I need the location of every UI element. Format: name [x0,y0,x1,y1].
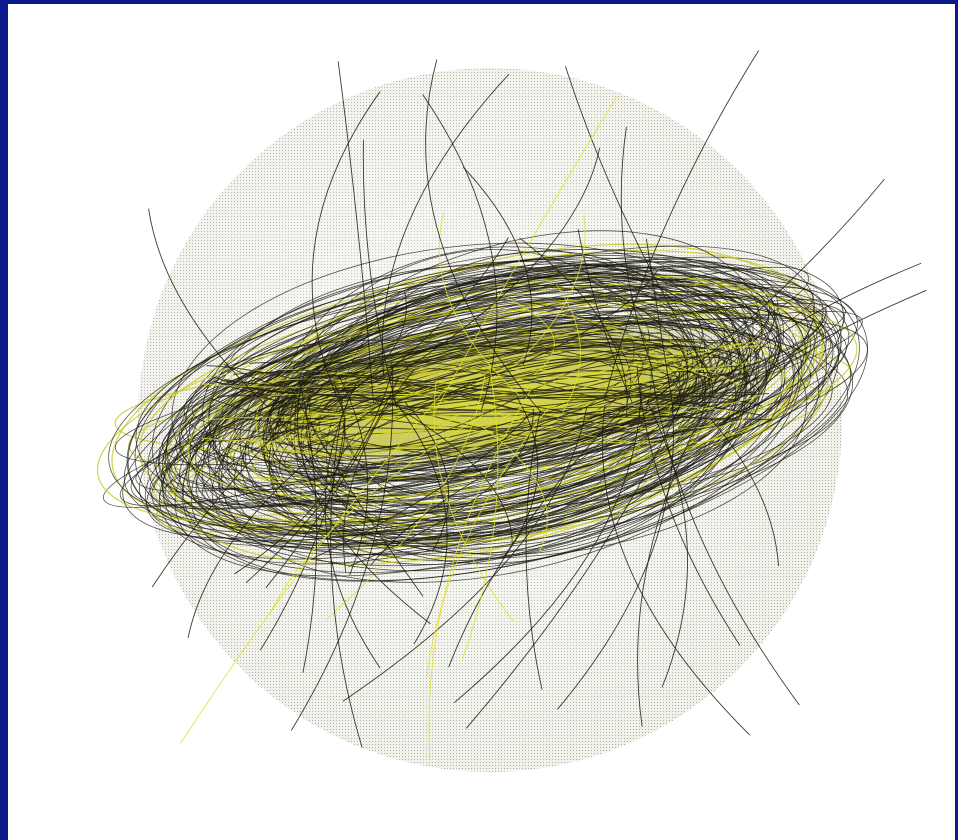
left-border [0,0,8,840]
field-line-render [0,0,958,840]
top-border [0,0,958,4]
screenshot [0,0,958,840]
